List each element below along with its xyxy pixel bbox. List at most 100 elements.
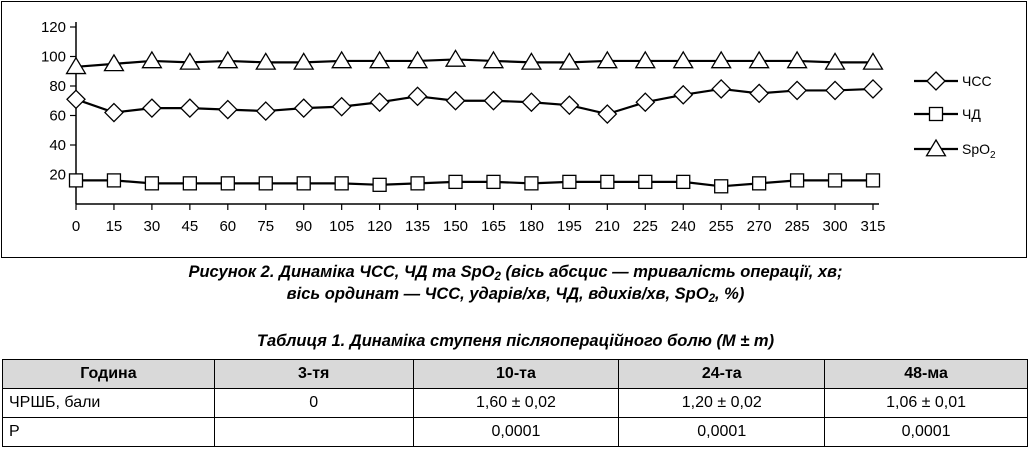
data-point bbox=[748, 50, 770, 69]
data-point bbox=[293, 98, 314, 119]
table-header-cell: 48-ма bbox=[824, 359, 1028, 389]
data-point bbox=[483, 90, 504, 111]
table-cell: 0,0001 bbox=[618, 417, 826, 447]
data-point bbox=[714, 179, 729, 194]
data-point bbox=[103, 53, 125, 72]
x-tick-label: 240 bbox=[671, 218, 696, 235]
data-point bbox=[220, 176, 235, 191]
data-point bbox=[296, 176, 311, 191]
table-cell: 0,0001 bbox=[824, 417, 1028, 447]
data-point bbox=[862, 52, 884, 70]
data-point bbox=[482, 50, 505, 69]
caption-text: , %) bbox=[715, 285, 745, 303]
data-point bbox=[520, 52, 543, 70]
chart-frame: 20 40 60 80 100 120 0 15 30 45 60 75 90 105 120 135 150 1… bbox=[1, 1, 1027, 258]
x-tick-label: 195 bbox=[557, 218, 582, 235]
data-point bbox=[789, 173, 805, 188]
data-point bbox=[334, 176, 349, 191]
data-point bbox=[558, 52, 580, 70]
data-point bbox=[331, 96, 352, 117]
x-tick-label: 285 bbox=[785, 218, 810, 235]
table-cell: ЧРШБ, бали bbox=[2, 388, 215, 418]
figure-caption-line-1: Рисунок 2. Динаміка ЧСС, ЧД та SpO2 (віс… bbox=[0, 263, 1031, 283]
table-row: P 0,0001 0,0001 0,0001 bbox=[2, 417, 1028, 447]
data-point bbox=[293, 52, 315, 70]
data-point bbox=[524, 176, 539, 191]
x-tick-label: 30 bbox=[144, 218, 161, 235]
data-point bbox=[182, 176, 198, 191]
data-point bbox=[486, 174, 501, 190]
data-point bbox=[786, 50, 808, 69]
data-point bbox=[258, 176, 273, 191]
table-cell: 1,20 ± 0,02 bbox=[618, 388, 826, 418]
data-point bbox=[559, 95, 580, 116]
legend-label: ЧСС bbox=[962, 73, 992, 89]
x-tick-label: 180 bbox=[519, 218, 544, 235]
table-header-cell: 10-та bbox=[412, 359, 620, 389]
x-tick-label: 60 bbox=[219, 218, 236, 235]
data-point bbox=[217, 50, 239, 69]
pain-table: Година 3-тя 10-та 24-та 48-ма ЧРШБ, бали… bbox=[2, 359, 1028, 447]
data-point bbox=[369, 92, 390, 113]
data-point bbox=[600, 174, 615, 190]
caption-text: (вісь абсцис — тривалість операції, хв; bbox=[500, 263, 843, 281]
table-cell bbox=[213, 417, 414, 447]
data-point bbox=[825, 80, 845, 101]
data-point bbox=[104, 102, 124, 123]
data-point bbox=[711, 79, 732, 99]
data-point bbox=[68, 173, 84, 188]
data-point bbox=[751, 176, 767, 191]
table-cell: 1,06 ± 0,01 bbox=[824, 388, 1028, 418]
data-point bbox=[521, 92, 542, 113]
figure-caption-line-2: вісь ординат — ЧСС, ударів/хв, ЧД, вдихі… bbox=[0, 285, 1031, 305]
data-point bbox=[372, 177, 387, 192]
data-point bbox=[369, 50, 391, 69]
line-chart: 20 40 60 80 100 120 0 15 30 45 60 75 90 105 120 135 150 1… bbox=[41, 19, 996, 235]
caption-subscript: 2 bbox=[494, 270, 501, 283]
data-point bbox=[863, 79, 883, 99]
data-point bbox=[635, 92, 656, 113]
y-tick-label: 80 bbox=[49, 78, 66, 95]
table-cell: P bbox=[2, 417, 215, 447]
data-point bbox=[66, 89, 86, 110]
data-point bbox=[638, 174, 653, 190]
data-point bbox=[410, 176, 425, 191]
data-point bbox=[787, 80, 808, 101]
table-cell: 0,0001 bbox=[412, 417, 620, 447]
table-header-cell: 24-та bbox=[618, 359, 826, 389]
data-point bbox=[673, 84, 694, 105]
data-point bbox=[672, 50, 694, 69]
y-tick-label: 120 bbox=[41, 19, 66, 36]
data-point bbox=[824, 52, 846, 70]
data-point bbox=[255, 52, 277, 70]
data-point bbox=[448, 174, 463, 190]
x-tick-label: 150 bbox=[443, 218, 468, 235]
x-tick-label: 15 bbox=[106, 218, 123, 235]
x-tick-label: 135 bbox=[405, 218, 430, 235]
data-point bbox=[676, 174, 691, 190]
data-point bbox=[444, 49, 467, 67]
legend-marker bbox=[928, 106, 944, 122]
data-point bbox=[865, 173, 881, 188]
x-tick-label: 45 bbox=[182, 218, 199, 235]
series-line bbox=[76, 179, 873, 188]
x-tick-label: 210 bbox=[595, 218, 620, 235]
table-header-cell: 3-тя bbox=[213, 359, 414, 389]
x-tick-label: 225 bbox=[633, 218, 658, 235]
y-tick-label: 40 bbox=[49, 137, 66, 154]
x-tick-label: 90 bbox=[295, 218, 312, 235]
table-cell: 1,60 ± 0,02 bbox=[412, 388, 620, 418]
data-point bbox=[255, 101, 276, 121]
x-tick-label: 0 bbox=[72, 218, 80, 235]
data-point bbox=[179, 52, 201, 70]
data-point bbox=[445, 90, 466, 111]
legend-label: SpO2 bbox=[962, 141, 996, 161]
data-point bbox=[407, 86, 428, 107]
x-tick-label: 270 bbox=[747, 218, 772, 235]
y-tick-label: 20 bbox=[49, 167, 66, 184]
legend-label: ЧД bbox=[962, 106, 981, 122]
data-point bbox=[141, 98, 162, 119]
x-tick-label: 300 bbox=[823, 218, 848, 235]
data-point bbox=[65, 56, 87, 75]
data-point bbox=[217, 99, 238, 120]
